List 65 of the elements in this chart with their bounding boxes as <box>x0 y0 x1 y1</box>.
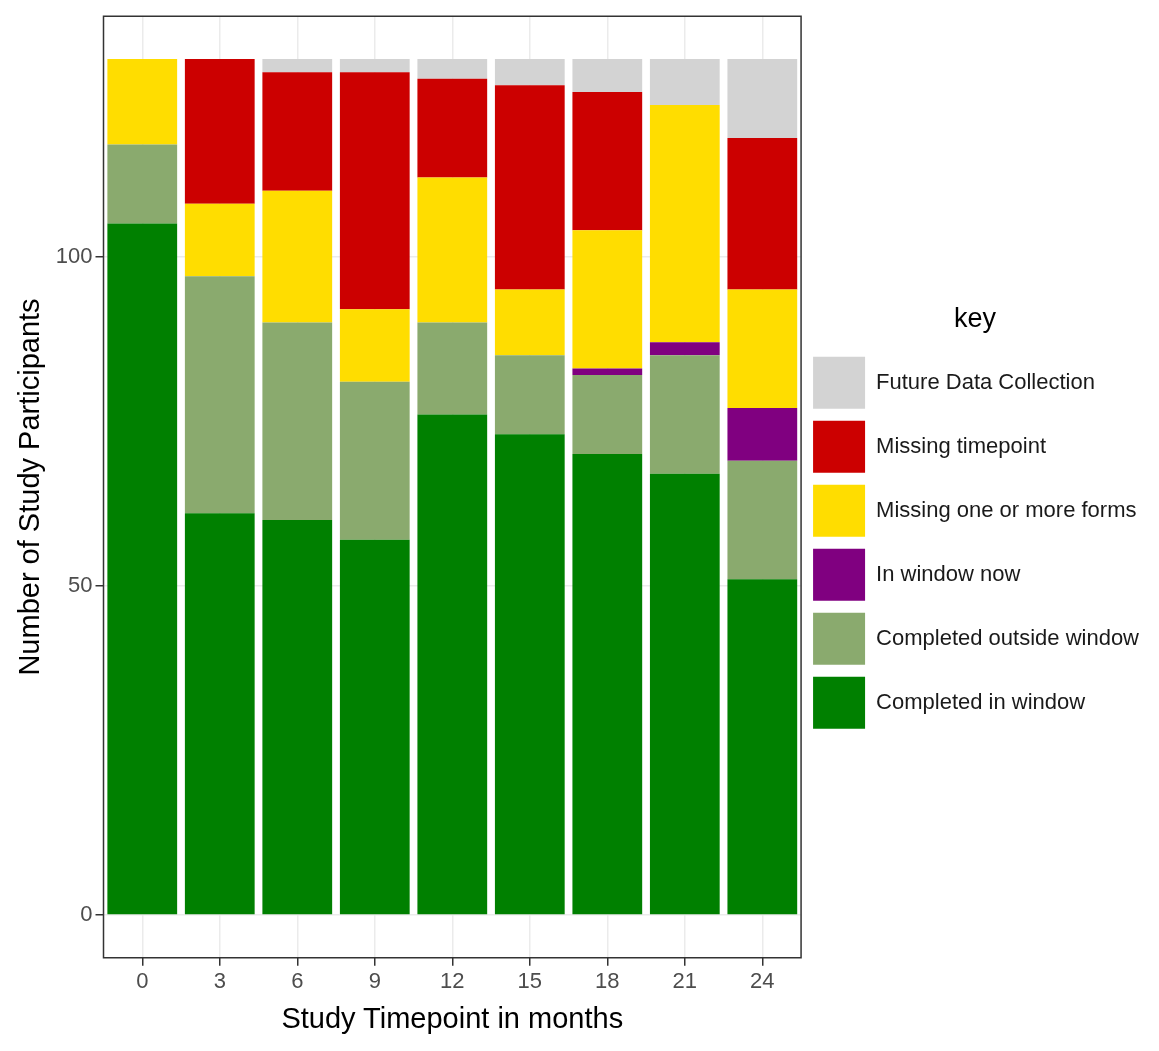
bar <box>649 473 720 915</box>
bar <box>262 190 333 323</box>
bar <box>184 513 255 915</box>
bar <box>572 368 643 376</box>
bar <box>417 78 488 178</box>
bar <box>727 579 798 915</box>
y-tick-label: 0 <box>80 901 93 927</box>
x-tick-label: 0 <box>136 968 149 994</box>
bar <box>107 59 178 145</box>
legend-title: key <box>954 303 997 334</box>
bar <box>494 355 565 435</box>
legend-label: Completed outside window <box>876 624 1140 650</box>
bar <box>417 322 488 415</box>
x-tick-label: 18 <box>595 968 620 994</box>
legend-label: Missing one or more forms <box>876 496 1137 522</box>
bar <box>572 91 643 231</box>
bar <box>262 72 333 191</box>
bar <box>262 59 333 73</box>
bar <box>184 59 255 204</box>
legend-label: Missing timepoint <box>876 432 1047 458</box>
bar <box>339 539 410 915</box>
bar <box>572 454 643 915</box>
x-tick-label: 6 <box>291 968 304 994</box>
bar <box>572 230 643 369</box>
bar <box>572 59 643 92</box>
bar <box>572 375 643 455</box>
bar <box>649 59 720 106</box>
bar <box>339 381 410 540</box>
bar <box>649 355 720 474</box>
bar <box>649 342 720 356</box>
bar <box>107 144 178 224</box>
x-tick-label: 3 <box>213 968 226 994</box>
bar <box>107 223 178 915</box>
bar <box>339 309 410 382</box>
bar <box>727 289 798 408</box>
bar <box>262 519 333 915</box>
bar <box>417 414 488 915</box>
y-tick-label: 50 <box>68 571 93 597</box>
legend-label: In window now <box>876 560 1021 586</box>
bar <box>649 105 720 343</box>
bar <box>727 59 798 139</box>
bar <box>184 203 255 277</box>
bar <box>727 460 798 580</box>
y-axis-title: Number of Study Participants <box>13 298 46 676</box>
y-tick-label: 100 <box>55 242 93 268</box>
bar <box>339 72 410 310</box>
x-tick-label: 24 <box>750 968 775 994</box>
bar <box>417 59 488 79</box>
x-tick-label: 21 <box>672 968 698 994</box>
x-tick-label: 12 <box>440 968 465 994</box>
bar <box>494 85 565 290</box>
bar <box>494 59 565 86</box>
legend-label: Completed in window <box>876 688 1086 714</box>
bar <box>184 276 255 514</box>
bar <box>494 289 565 356</box>
x-tick-label: 9 <box>368 968 381 994</box>
bar <box>417 177 488 323</box>
bar <box>727 138 798 290</box>
x-axis-title: Study Timepoint in months <box>281 1001 624 1034</box>
bar <box>494 434 565 915</box>
bar <box>339 59 410 73</box>
legend-label: Future Data Collection <box>876 368 1095 394</box>
bar <box>262 322 333 520</box>
bar <box>727 407 798 461</box>
x-tick-label: 15 <box>517 968 543 994</box>
